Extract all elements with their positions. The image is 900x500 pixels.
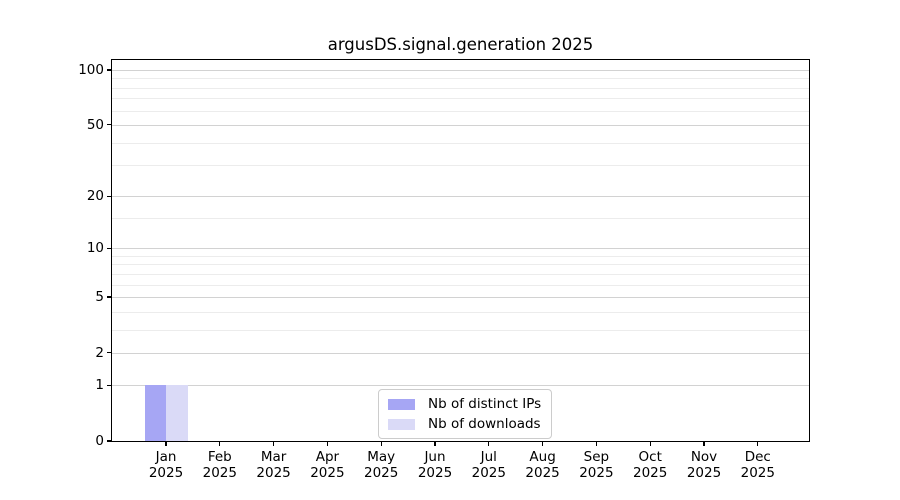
x-tick-month: May <box>367 449 396 465</box>
gridline-minor <box>112 98 809 100</box>
y-tick-label: 50 <box>86 116 104 133</box>
bar-distinct-ips-jan <box>144 385 166 441</box>
gridline-major <box>112 124 809 126</box>
x-tick-month: Jul <box>480 449 497 465</box>
x-tick <box>380 442 382 446</box>
x-tick-month: Dec <box>744 449 771 465</box>
legend-item-distinct-ips: Nb of distinct IPs <box>388 396 541 412</box>
y-tick <box>107 352 111 354</box>
x-tick-year: 2025 <box>202 465 237 481</box>
legend-swatch-downloads <box>388 418 415 430</box>
plot-area <box>112 60 809 441</box>
gridline-minor <box>112 273 809 275</box>
x-tick-year: 2025 <box>148 465 184 481</box>
x-tick-label-jun: Jun 2025 <box>403 449 467 481</box>
y-tick <box>107 440 111 442</box>
gridline-minor <box>112 255 809 257</box>
x-tick-year: 2025 <box>525 465 560 481</box>
gridline-minor <box>112 264 809 266</box>
x-tick-month: Mar <box>260 449 287 465</box>
x-tick-month: Oct <box>638 449 662 465</box>
gridline-major <box>112 385 809 387</box>
x-tick-month: Sep <box>583 449 610 465</box>
x-tick-year: 2025 <box>256 465 291 481</box>
y-tick-label: 1 <box>95 377 104 394</box>
gridline-major <box>112 248 809 250</box>
x-tick-year: 2025 <box>364 465 399 481</box>
gridline-minor <box>112 284 809 286</box>
y-tick-label: 0 <box>95 433 104 449</box>
gridline-minor <box>112 311 809 313</box>
x-tick-label-aug: Aug 2025 <box>511 449 575 481</box>
x-tick <box>595 442 597 446</box>
x-tick-label-may: May 2025 <box>349 449 413 481</box>
legend: Nb of distinct IPs Nb of downloads <box>378 389 553 439</box>
x-tick <box>219 442 221 446</box>
x-tick <box>757 442 759 446</box>
x-tick-label-sep: Sep 2025 <box>564 449 628 481</box>
y-tick-label: 2 <box>95 344 104 361</box>
legend-swatch-distinct-ips <box>388 398 415 410</box>
gridline-minor <box>112 329 809 331</box>
x-tick-month: Apr <box>315 449 340 465</box>
bar-downloads-jan <box>166 385 188 441</box>
gridline-minor <box>112 142 809 144</box>
x-tick-year: 2025 <box>417 465 453 481</box>
x-tick-label-jul: Jul 2025 <box>457 449 521 481</box>
gridline-major <box>112 70 809 71</box>
chart-title: argusDS.signal.generation 2025 <box>327 35 594 54</box>
x-tick-year: 2025 <box>310 465 345 481</box>
x-tick-year: 2025 <box>686 465 722 481</box>
x-tick <box>273 442 275 446</box>
x-tick-month: Jan <box>155 449 177 465</box>
x-tick <box>488 442 490 446</box>
legend-label-distinct-ips: Nb of distinct IPs <box>428 396 542 412</box>
x-tick-year: 2025 <box>579 465 614 481</box>
x-tick-month: Aug <box>529 449 556 465</box>
x-tick-label-mar: Mar 2025 <box>242 449 306 481</box>
gridline-minor <box>112 110 809 112</box>
gridline-major <box>112 297 809 298</box>
x-tick-year: 2025 <box>740 465 775 481</box>
x-tick-label-jan: Jan 2025 <box>134 449 198 481</box>
gridline-minor <box>112 218 809 220</box>
y-tick-label: 10 <box>86 240 104 257</box>
gridline-minor <box>112 78 809 80</box>
y-tick-label: 5 <box>95 289 104 305</box>
y-tick <box>107 296 111 298</box>
x-tick-label-nov: Nov 2025 <box>672 449 736 481</box>
x-tick <box>326 442 328 446</box>
x-tick-month: Nov <box>690 449 718 465</box>
legend-item-downloads: Nb of downloads <box>388 416 541 432</box>
x-tick <box>434 442 436 446</box>
x-tick-month: Feb <box>207 449 232 465</box>
y-tick <box>107 247 111 249</box>
x-tick-label-feb: Feb 2025 <box>188 449 252 481</box>
x-tick-label-dec: Dec 2025 <box>726 449 790 481</box>
x-tick-label-oct: Oct 2025 <box>618 449 682 481</box>
x-tick-year: 2025 <box>471 465 506 481</box>
x-tick <box>649 442 651 446</box>
y-tick-label: 20 <box>86 188 104 205</box>
x-tick-label-apr: Apr 2025 <box>295 449 359 481</box>
y-tick-label: 100 <box>78 62 104 78</box>
gridline-minor <box>112 87 809 89</box>
x-tick <box>542 442 544 446</box>
gridline-minor <box>112 164 809 166</box>
gridline-major <box>112 196 809 198</box>
y-tick <box>107 124 111 126</box>
x-tick-month: Jun <box>424 449 446 465</box>
y-tick <box>107 195 111 197</box>
x-tick <box>165 442 167 446</box>
y-tick <box>107 384 111 386</box>
y-tick <box>107 69 111 71</box>
x-tick <box>703 442 705 446</box>
x-tick-year: 2025 <box>633 465 668 481</box>
gridline-major <box>112 352 809 354</box>
legend-label-downloads: Nb of downloads <box>428 416 541 432</box>
